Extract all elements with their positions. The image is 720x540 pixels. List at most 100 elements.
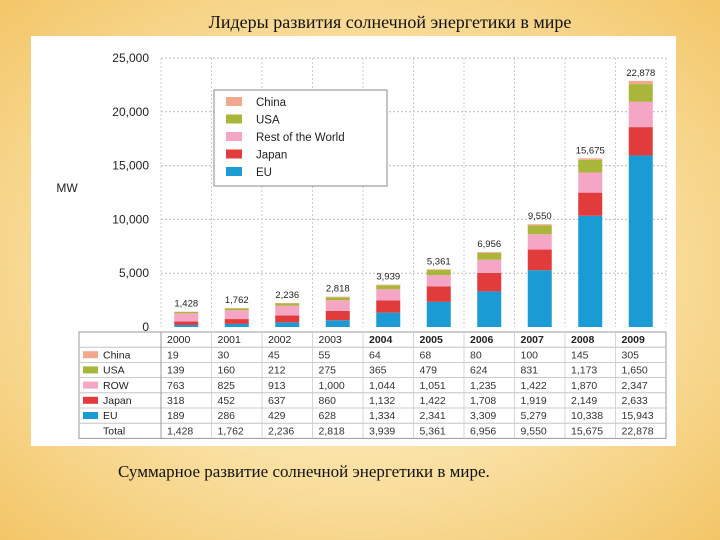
table-cell: 1,173 [571,365,597,377]
y-tick-label: 0 [142,320,149,334]
table-cell: 160 [218,365,236,377]
table-row-swatch [83,366,98,374]
bar-segment-china [527,224,552,226]
bar-segment-eu [325,320,350,327]
table-cell: 831 [521,365,539,377]
total-label: 2,236 [275,290,299,301]
table-row-label: USA [103,365,125,377]
table-header-year: 2001 [218,334,242,346]
slide-title: Лидеры развития солнечной энергетики в м… [208,12,572,32]
table-total-cell: 5,361 [420,425,446,437]
bar-segment-japan [275,315,300,323]
legend-label: USA [256,115,280,127]
table-header-year: 2002 [268,334,292,346]
bar-segment-eu [275,322,300,327]
table-cell: 5,279 [521,410,547,422]
bar-segment-eu [578,215,603,327]
table-cell: 1,870 [571,380,597,392]
table-cell: 479 [420,365,438,377]
table-row-swatch [83,351,98,359]
table-cell: 860 [319,395,337,407]
table-header-year: 2003 [319,334,343,346]
table-cell: 1,051 [420,380,446,392]
legend-label: China [256,97,287,109]
legend-swatch [226,132,242,141]
y-tick-label: 20,000 [112,105,149,119]
bar-segment-china [477,252,502,254]
bar-segment-japan [527,249,552,271]
table-total-cell: 2,818 [319,425,345,437]
bar-segment-eu [527,270,552,327]
bar-segment-china [578,158,603,160]
table-total-label: Total [103,425,125,437]
table-cell: 628 [319,410,337,422]
legend-box [213,89,388,187]
bar-segment-eu [174,324,199,327]
bar-segment-eu [477,291,502,327]
bar-segment-eu [376,312,401,327]
bar-segment-usa [426,270,451,276]
bar-segment-row [527,234,552,250]
bar-segment-usa [224,308,249,311]
table-total-cell: 1,762 [218,425,244,437]
bar-segment-japan [376,300,401,313]
legend-label: Rest of the World [256,132,345,144]
table-header-year: 2004 [369,334,393,346]
table-cell: 825 [218,380,236,392]
table-cell: 1,422 [521,380,547,392]
table-cell: 318 [167,395,185,407]
bar-segment-usa [527,225,552,235]
bar-segment-japan [628,127,653,156]
table-cell: 2,341 [420,410,446,422]
table-row-swatch [83,412,98,419]
table-row-label: China [103,349,131,361]
bar-segment-japan [578,192,603,216]
table-cell: 452 [218,395,236,407]
table-cell: 3,309 [470,410,496,422]
table-cell: 1,919 [521,395,547,407]
total-label: 5,361 [427,256,451,267]
table-cell: 624 [470,365,488,377]
table-cell: 100 [521,349,539,361]
table-header-year: 2000 [167,334,191,346]
bar-segment-usa [578,159,603,173]
bar-segment-usa [628,84,653,102]
bar-segment-eu [224,323,249,327]
legend-swatch [226,114,242,124]
table-cell: 1,044 [369,380,395,392]
bar-segment-row [174,313,199,322]
y-axis-label: MW [56,181,78,195]
table-cell: 763 [167,380,185,392]
table-cell: 913 [268,380,286,392]
total-label: 1,762 [225,295,249,306]
table-header-year: 2008 [571,334,595,346]
bar-segment-row [275,305,300,316]
table-cell: 10,338 [571,410,603,422]
bar-segment-row [628,101,653,128]
total-label: 6,956 [477,239,501,250]
table-cell: 1,132 [369,395,395,407]
table-cell: 2,149 [571,395,597,407]
table-row-label: ROW [103,380,129,392]
table-cell: 80 [470,349,482,361]
bar-segment-china [426,269,451,271]
table-cell: 212 [268,365,286,377]
table-cell: 305 [622,349,640,361]
bar-segment-usa [376,285,401,290]
table-cell: 637 [268,395,286,407]
table-header-year: 2005 [420,334,444,346]
solar-capacity-chart: 0 5,000 10,000 15,000 20,000 25,000 MW 1,428 1,7… [56,51,667,439]
bar-segment-usa [174,311,199,314]
bar-segment-japan [426,286,451,302]
legend-swatch [226,149,242,159]
table-total-cell: 1,428 [167,425,193,437]
y-tick-label: 15,000 [112,159,149,173]
y-tick-label: 10,000 [112,212,149,226]
bar-segment-japan [325,310,350,321]
bar-segment-usa [477,253,502,260]
table-total-cell: 6,956 [470,425,496,437]
table-cell: 55 [319,349,331,361]
bar-segment-row [325,300,350,311]
total-label: 22,878 [626,68,655,79]
table-total-cell: 2,236 [268,425,294,437]
